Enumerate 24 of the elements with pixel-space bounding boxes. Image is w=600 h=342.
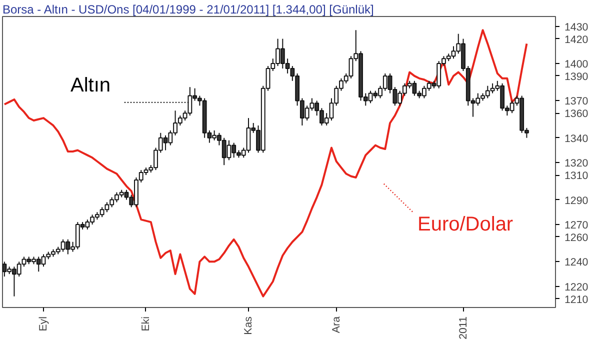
- y-tick-label: 1220: [564, 281, 588, 294]
- legend-label: Euro/Dolar: [418, 214, 514, 236]
- y-tick-label: 1320: [564, 158, 588, 170]
- x-tick-label: Ara: [330, 316, 342, 334]
- y-tick-label: 1430: [564, 21, 588, 34]
- y-tick-label: 1420: [564, 34, 588, 46]
- y-tick-label: 1260: [564, 232, 588, 244]
- chart-title: Borsa - Altın - USD/Ons [04/01/1999 - 21/01/2011] [1.344,00] [Günlük]: [2, 2, 374, 16]
- y-tick-label: 1340: [564, 132, 588, 145]
- y-tick-label: 1210: [564, 294, 588, 306]
- y-tick-label: 1310: [564, 170, 588, 182]
- line-series: [3, 29, 528, 298]
- y-tick-label: 1370: [564, 96, 588, 108]
- y-tick-label: 1360: [564, 108, 588, 120]
- y-tick-label: 1400: [564, 58, 588, 71]
- text: Altın: [70, 74, 111, 96]
- y-tick-label: 1270: [564, 220, 588, 232]
- y-tick-label: 1290: [564, 194, 588, 207]
- y-tick-label: 1240: [564, 256, 588, 269]
- x-tick-label: Kas: [242, 316, 254, 335]
- x-tick-label: Eki: [140, 316, 152, 332]
- x-tick-label: Eyl: [38, 316, 50, 332]
- x-tick-label: 2011: [457, 316, 470, 340]
- y-tick-label: 1390: [564, 70, 588, 83]
